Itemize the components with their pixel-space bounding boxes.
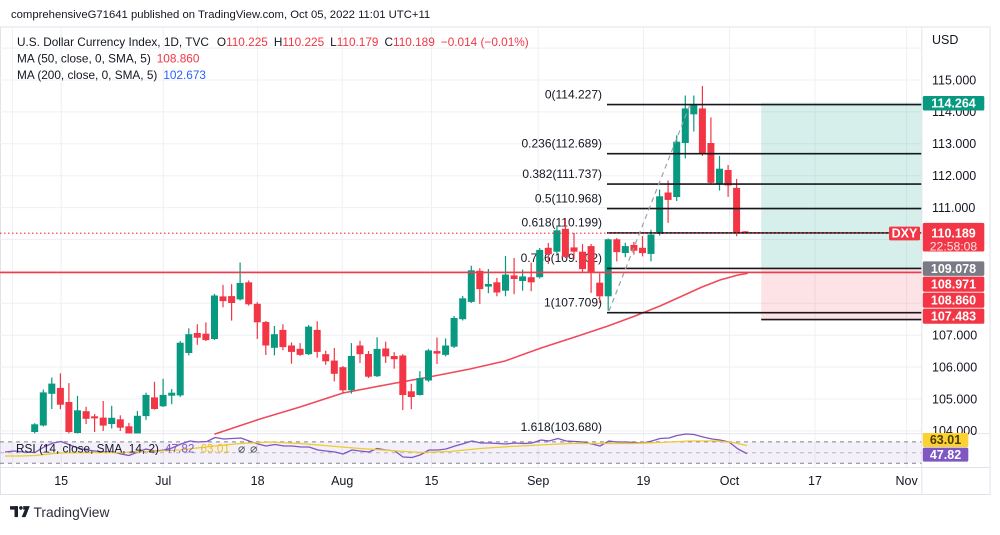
svg-text:107.483: 107.483 — [931, 309, 976, 323]
svg-text:comprehensiveG71641 published: comprehensiveG71641 published on Trading… — [11, 9, 430, 21]
svg-text:18: 18 — [251, 474, 265, 488]
svg-text:107.000: 107.000 — [932, 329, 977, 343]
svg-text:Jul: Jul — [155, 474, 171, 488]
svg-text:Oct: Oct — [720, 474, 740, 488]
svg-text:1.618(103.680): 1.618(103.680) — [521, 420, 602, 434]
svg-text:MA (50, close, 0, SMA, 5)108.8: MA (50, close, 0, SMA, 5) 108.860 — [17, 52, 200, 66]
svg-text:109.078: 109.078 — [931, 262, 976, 276]
svg-text:15: 15 — [54, 474, 68, 488]
svg-text:110.189: 110.189 — [931, 227, 976, 241]
svg-text:USD: USD — [932, 33, 958, 47]
svg-text:115.000: 115.000 — [932, 73, 976, 87]
svg-text:0.618(110.199): 0.618(110.199) — [521, 216, 602, 230]
svg-text:19: 19 — [637, 474, 651, 488]
svg-text:113.000: 113.000 — [932, 137, 976, 151]
svg-text:RSI (14, close, SMA, 14, 2)47.: RSI (14, close, SMA, 14, 2) 47.82 63.01 ⌀ ⌀ — [16, 442, 257, 456]
svg-text:108.860: 108.860 — [931, 293, 976, 307]
svg-text:111.000: 111.000 — [932, 201, 975, 215]
svg-text:DXY: DXY — [892, 226, 918, 240]
svg-text:63.01: 63.01 — [930, 433, 961, 447]
svg-text:0.5(110.968): 0.5(110.968) — [535, 191, 602, 205]
svg-text:106.000: 106.000 — [932, 360, 977, 374]
svg-text:105.000: 105.000 — [932, 392, 977, 406]
svg-text:114.264: 114.264 — [931, 97, 976, 111]
svg-text:22:58:08: 22:58:08 — [930, 240, 978, 254]
svg-text:0.382(111.737): 0.382(111.737) — [522, 167, 602, 181]
svg-text:U.S. Dollar Currency Index, 1D: U.S. Dollar Currency Index, 1D, TVC O110.… — [17, 35, 529, 49]
svg-text:108.971: 108.971 — [931, 277, 976, 291]
svg-text:1(107.709): 1(107.709) — [544, 296, 602, 310]
svg-text:TradingView: TradingView — [34, 505, 110, 520]
svg-text:MA (200, close, 0, SMA, 5)102.: MA (200, close, 0, SMA, 5) 102.673 — [17, 68, 206, 82]
svg-text:Nov: Nov — [895, 474, 918, 488]
svg-text:Sep: Sep — [527, 474, 549, 488]
svg-text:17: 17 — [808, 474, 822, 488]
svg-text:112.000: 112.000 — [932, 169, 976, 183]
svg-text:0.236(112.689): 0.236(112.689) — [521, 137, 602, 151]
svg-text:47.82: 47.82 — [930, 448, 961, 462]
svg-text:0(114.227): 0(114.227) — [545, 87, 602, 101]
svg-text:15: 15 — [425, 474, 439, 488]
svg-text:Aug: Aug — [331, 474, 353, 488]
